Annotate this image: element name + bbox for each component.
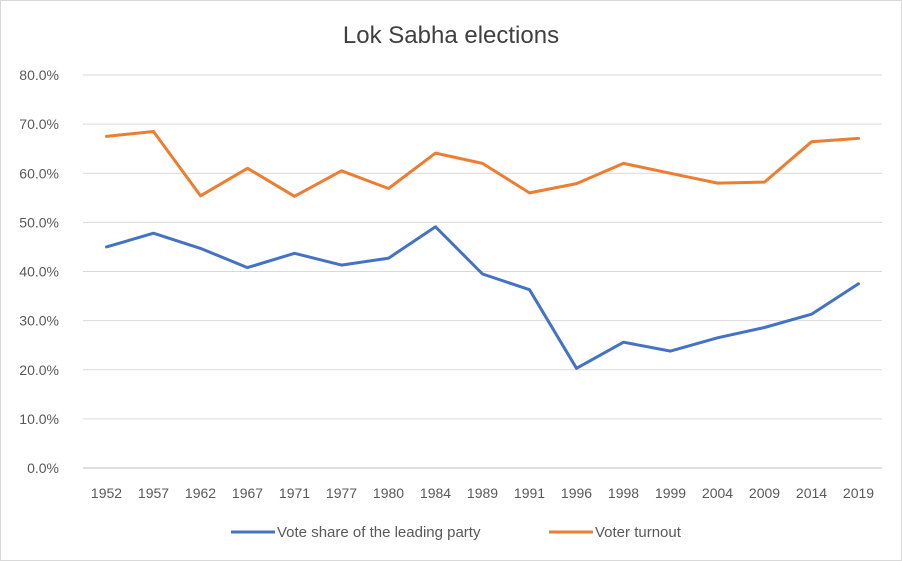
legend-vote-share-label: Vote share of the leading party [277, 524, 481, 541]
x-tick-label: 1967 [232, 485, 263, 501]
chart-title: Lok Sabha elections [343, 22, 559, 49]
x-tick-label: 1984 [420, 485, 451, 501]
y-tick-label: 40.0% [19, 264, 59, 280]
x-tick-label: 1980 [373, 485, 404, 501]
x-tick-label: 2019 [843, 485, 874, 501]
y-tick-label: 20.0% [19, 362, 59, 378]
x-tick-label: 1996 [561, 485, 592, 501]
y-tick-label: 60.0% [19, 165, 59, 181]
x-tick-label: 1989 [467, 485, 498, 501]
y-axis-ticks: 0.0% 10.0% 20.0% 30.0% 40.0% 50.0% 60.0% 70.0% 8… [19, 67, 59, 476]
y-tick-label: 0.0% [27, 460, 59, 476]
y-tick-label: 80.0% [19, 67, 59, 83]
x-tick-label: 2004 [702, 485, 733, 501]
x-tick-label: 2014 [796, 485, 827, 501]
x-tick-label: 1957 [138, 485, 169, 501]
y-tick-label: 70.0% [19, 116, 59, 132]
x-tick-label: 1971 [279, 485, 310, 501]
legend-voter-turnout-label: Voter turnout [595, 524, 682, 541]
x-tick-label: 1962 [185, 485, 216, 501]
x-tick-label: 1998 [608, 485, 639, 501]
x-tick-label: 2009 [749, 485, 780, 501]
x-tick-label: 1999 [655, 485, 686, 501]
x-tick-label: 1977 [326, 485, 357, 501]
y-tick-label: 50.0% [19, 214, 59, 230]
y-tick-label: 30.0% [19, 313, 59, 329]
x-tick-label: 1991 [514, 485, 545, 501]
series-line-vote-share [105, 225, 860, 370]
x-tick-label: 1952 [91, 485, 122, 501]
series-line-voter-turnout [105, 130, 860, 198]
x-axis-ticks: 1952 1957 1962 1967 1971 1977 1980 1984 1989 1991… [91, 485, 874, 501]
series-lines [105, 130, 860, 370]
legend: Vote share of the leading party Voter tur… [231, 524, 682, 541]
gridlines [83, 74, 882, 469]
y-tick-label: 10.0% [19, 411, 59, 427]
